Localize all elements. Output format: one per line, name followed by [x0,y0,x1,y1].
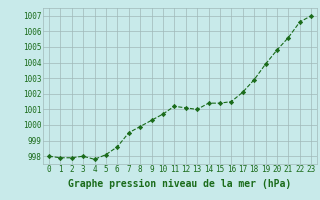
X-axis label: Graphe pression niveau de la mer (hPa): Graphe pression niveau de la mer (hPa) [68,179,292,189]
